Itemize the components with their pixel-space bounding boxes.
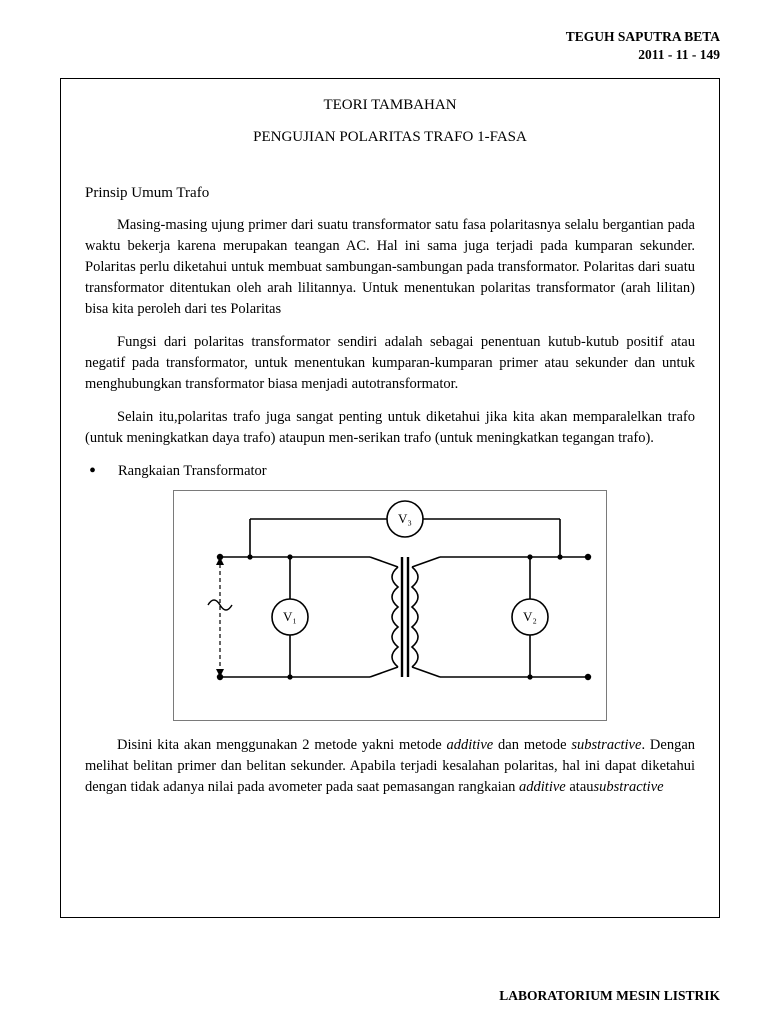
- paragraph-2: Fungsi dari polaritas transformator send…: [85, 332, 695, 395]
- content-frame: TEORI TAMBAHAN PENGUJIAN POLARITAS TRAFO…: [60, 78, 720, 918]
- diagram-frame: V₁ V₂ V₃: [173, 490, 607, 721]
- diagram-container: V₁ V₂ V₃: [85, 490, 695, 721]
- paragraph-4: Disini kita akan menggunakan 2 metode ya…: [85, 735, 695, 798]
- section-heading: Prinsip Umum Trafo: [85, 183, 695, 205]
- author-id: 2011 - 11 - 149: [60, 46, 720, 64]
- author-name: TEGUH SAPUTRA BETA: [60, 28, 720, 46]
- title-line-1: TEORI TAMBAHAN: [85, 95, 695, 117]
- page-header: TEGUH SAPUTRA BETA 2011 - 11 - 149: [60, 28, 720, 64]
- bullet-icon: •: [89, 461, 96, 481]
- title-line-2: PENGUJIAN POLARITAS TRAFO 1-FASA: [85, 127, 695, 149]
- paragraph-1: Masing-masing ujung primer dari suatu tr…: [85, 215, 695, 320]
- svg-text:V₁: V₁: [283, 609, 297, 624]
- svg-text:V₃: V₃: [398, 511, 412, 526]
- bullet-item: • Rangkaian Transformator: [89, 461, 695, 482]
- bullet-label: Rangkaian Transformator: [118, 461, 267, 482]
- svg-text:V₂: V₂: [523, 609, 537, 624]
- transformer-circuit-diagram: V₁ V₂ V₃: [180, 497, 600, 707]
- paragraph-3: Selain itu,polaritas trafo juga sangat p…: [85, 407, 695, 449]
- page-footer: LABORATORIUM MESIN LISTRIK: [499, 986, 720, 1006]
